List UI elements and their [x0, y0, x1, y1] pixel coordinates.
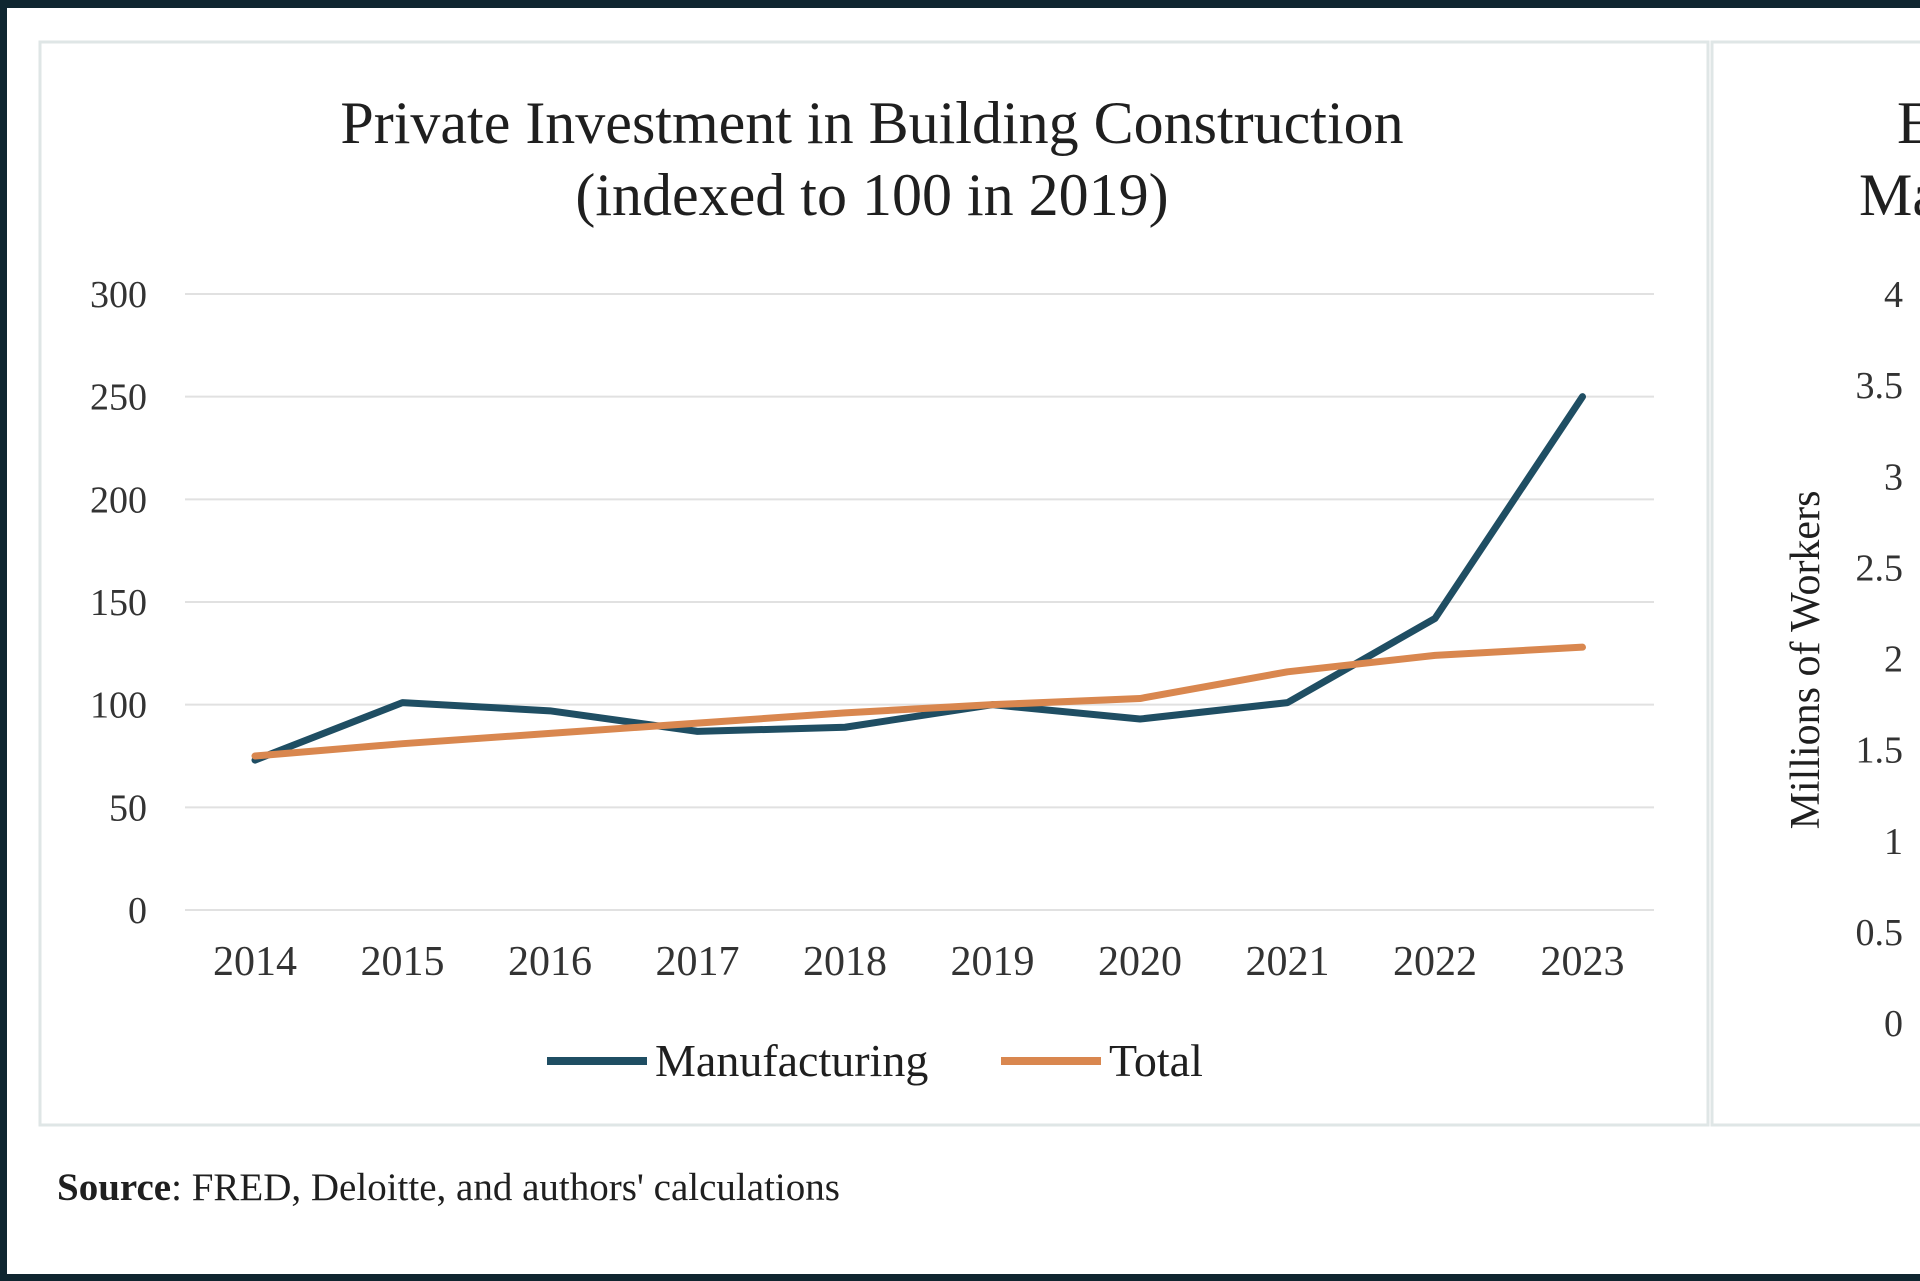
x-tick-label: 2015	[361, 939, 445, 985]
right-y-axis-ticks: 4 3.5 3 2.5 2 1.5 1 0.5 0	[1856, 274, 1904, 1045]
right-y-tick-label: 2	[1884, 639, 1903, 681]
y-axis-ticks: 0 50 100 150 200 250 300	[90, 274, 147, 932]
legend-label-total: Total	[1109, 1035, 1203, 1086]
y-tick-label: 50	[109, 787, 147, 829]
left-chart-panel	[38, 40, 1710, 1127]
y-tick-label: 100	[90, 685, 147, 727]
x-tick-label: 2016	[508, 939, 592, 985]
legend: Manufacturing Total	[547, 1035, 1203, 1086]
right-chart-title-fragment-line2: Ma	[1859, 162, 1920, 228]
right-y-tick-label: 0	[1884, 1003, 1903, 1045]
y-tick-label: 250	[90, 377, 147, 419]
y-tick-label: 150	[90, 582, 147, 624]
right-y-tick-label: 3	[1884, 456, 1903, 498]
source-text: : FRED, Deloitte, and authors' calculati…	[171, 1166, 840, 1209]
y-tick-label: 300	[90, 274, 147, 316]
x-tick-label: 2014	[213, 939, 297, 985]
x-tick-label: 2017	[656, 939, 740, 985]
source-note: Source: FRED, Deloitte, and authors' cal…	[57, 1165, 840, 1210]
gridlines	[185, 293, 1654, 911]
x-axis-ticks: 2014 2015 2016 2017 2018 2019 2020 2021 2022 2023	[213, 939, 1625, 985]
series-line-total	[251, 643, 1586, 760]
right-y-tick-label: 0.5	[1856, 912, 1904, 954]
screenshot-canvas: Private Investment in Building Construct…	[7, 8, 1920, 1274]
legend-label-manufacturing: Manufacturing	[655, 1035, 928, 1086]
chart-figure: Private Investment in Building Construct…	[38, 40, 1920, 1127]
right-y-tick-label: 1.5	[1856, 730, 1904, 772]
source-label: Source	[57, 1166, 172, 1209]
right-chart-panel	[1710, 40, 1920, 1127]
y-tick-label: 200	[90, 479, 147, 521]
x-tick-label: 2020	[1098, 939, 1182, 985]
chart-title-line1: Private Investment in Building Construct…	[340, 90, 1403, 156]
x-tick-label: 2019	[951, 939, 1035, 985]
right-y-tick-label: 4	[1884, 274, 1903, 316]
right-y-tick-label: 3.5	[1856, 365, 1904, 407]
right-y-tick-label: 1	[1884, 821, 1903, 863]
chart-title-line2: (indexed to 100 in 2019)	[575, 162, 1168, 228]
x-tick-label: 2023	[1541, 939, 1625, 985]
x-tick-label: 2021	[1246, 939, 1330, 985]
y-tick-label: 0	[128, 890, 147, 932]
series-lines	[251, 393, 1586, 764]
right-chart-title-fragment-line1: E	[1897, 90, 1920, 156]
right-chart-ylabel: Millions of Workers	[1783, 491, 1829, 830]
x-tick-label: 2022	[1393, 939, 1477, 985]
x-tick-label: 2018	[803, 939, 887, 985]
right-y-tick-label: 2.5	[1856, 547, 1904, 589]
